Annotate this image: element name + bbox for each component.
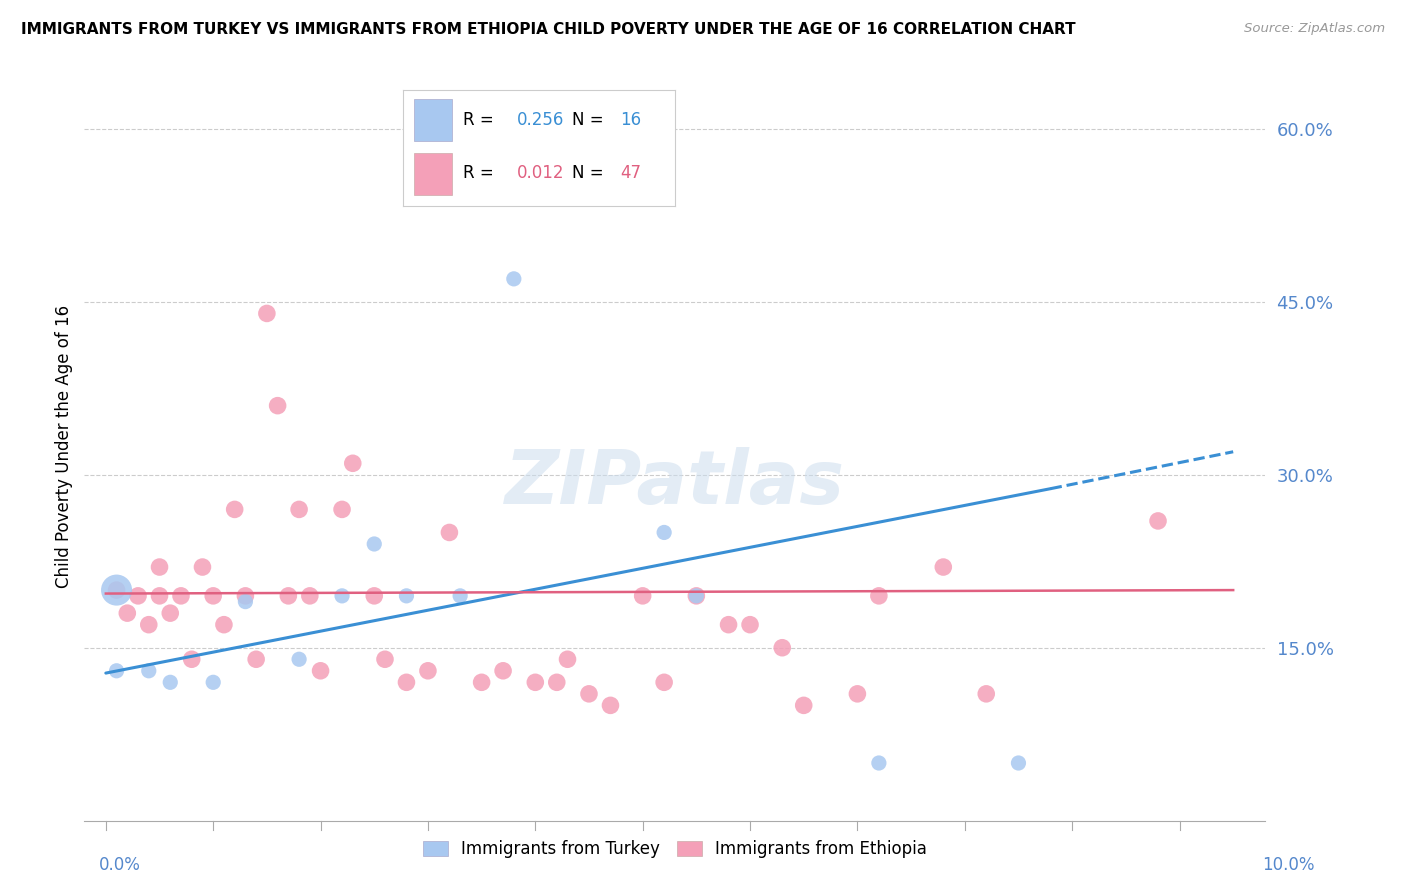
Point bbox=[738, 617, 761, 632]
Point bbox=[363, 537, 385, 551]
Point bbox=[631, 589, 654, 603]
Point bbox=[578, 687, 600, 701]
Point bbox=[342, 456, 364, 470]
Point bbox=[180, 652, 202, 666]
Point bbox=[288, 502, 311, 516]
Point bbox=[105, 583, 128, 598]
Text: ZIPatlas: ZIPatlas bbox=[505, 447, 845, 520]
Point bbox=[471, 675, 494, 690]
Point bbox=[652, 525, 675, 540]
Point bbox=[793, 698, 815, 713]
Text: 10.0%: 10.0% bbox=[1263, 855, 1315, 873]
Point bbox=[330, 589, 353, 603]
Point bbox=[159, 675, 181, 690]
Legend: Immigrants from Turkey, Immigrants from Ethiopia: Immigrants from Turkey, Immigrants from … bbox=[416, 833, 934, 864]
Text: 0.0%: 0.0% bbox=[98, 855, 141, 873]
Point bbox=[846, 687, 869, 701]
Text: IMMIGRANTS FROM TURKEY VS IMMIGRANTS FROM ETHIOPIA CHILD POVERTY UNDER THE AGE O: IMMIGRANTS FROM TURKEY VS IMMIGRANTS FRO… bbox=[21, 22, 1076, 37]
Text: Source: ZipAtlas.com: Source: ZipAtlas.com bbox=[1244, 22, 1385, 36]
Point bbox=[502, 272, 524, 286]
Point bbox=[685, 589, 707, 603]
Point bbox=[117, 606, 139, 620]
Point bbox=[105, 583, 128, 598]
Point bbox=[298, 589, 321, 603]
Point bbox=[524, 675, 547, 690]
Point bbox=[148, 560, 170, 574]
Point bbox=[717, 617, 740, 632]
Point bbox=[266, 399, 288, 413]
Point bbox=[138, 664, 160, 678]
Point bbox=[202, 675, 225, 690]
Point bbox=[868, 589, 890, 603]
Point bbox=[235, 594, 257, 608]
Point bbox=[374, 652, 396, 666]
Point bbox=[235, 589, 257, 603]
Point bbox=[932, 560, 955, 574]
Point bbox=[974, 687, 997, 701]
Point bbox=[395, 589, 418, 603]
Point bbox=[1147, 514, 1170, 528]
Point bbox=[770, 640, 793, 655]
Point bbox=[212, 617, 235, 632]
Point bbox=[256, 306, 278, 320]
Point bbox=[546, 675, 568, 690]
Point bbox=[127, 589, 149, 603]
Point bbox=[277, 589, 299, 603]
Point bbox=[557, 652, 579, 666]
Point bbox=[245, 652, 267, 666]
Point bbox=[288, 652, 311, 666]
Point bbox=[685, 589, 707, 603]
Point bbox=[224, 502, 246, 516]
Point bbox=[159, 606, 181, 620]
Point bbox=[449, 589, 471, 603]
Point bbox=[309, 664, 332, 678]
Point bbox=[599, 698, 621, 713]
Point bbox=[395, 675, 418, 690]
Point bbox=[652, 675, 675, 690]
Point bbox=[148, 589, 170, 603]
Point bbox=[105, 664, 128, 678]
Point bbox=[170, 589, 193, 603]
Point bbox=[191, 560, 214, 574]
Point bbox=[330, 502, 353, 516]
Point bbox=[416, 664, 439, 678]
Point bbox=[868, 756, 890, 770]
Point bbox=[439, 525, 461, 540]
Point bbox=[1007, 756, 1029, 770]
Y-axis label: Child Poverty Under the Age of 16: Child Poverty Under the Age of 16 bbox=[55, 304, 73, 588]
Point bbox=[363, 589, 385, 603]
Point bbox=[138, 617, 160, 632]
Point bbox=[202, 589, 225, 603]
Point bbox=[492, 664, 515, 678]
